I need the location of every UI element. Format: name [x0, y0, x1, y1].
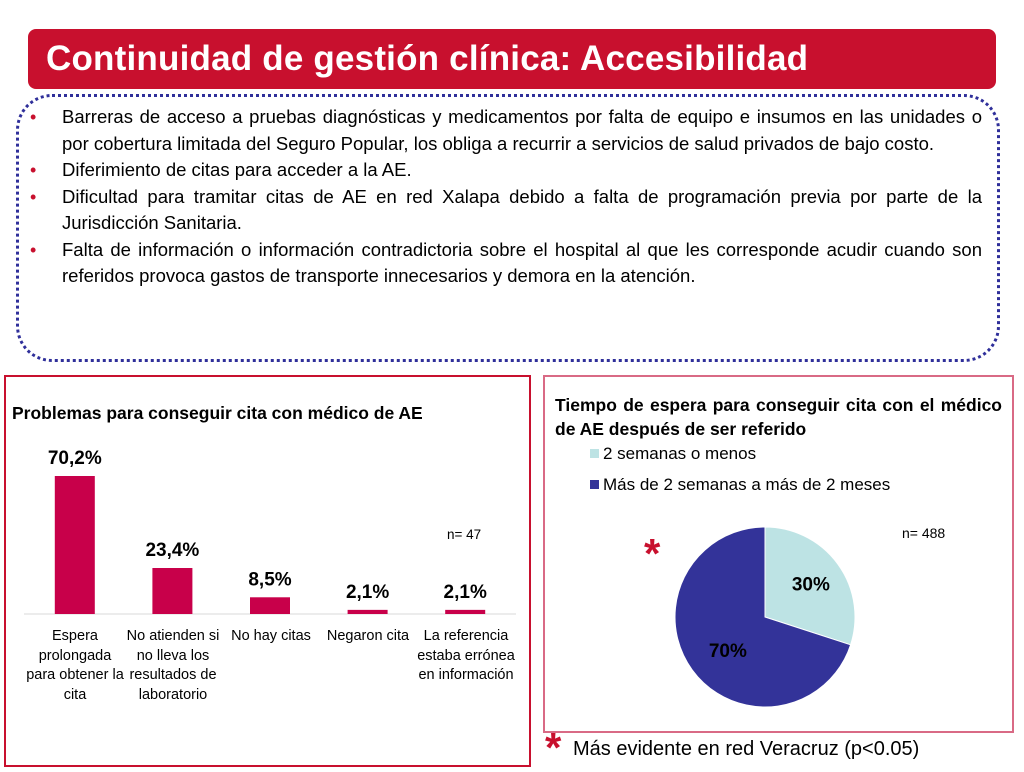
legend-item: 2 semanas o menos	[590, 444, 756, 464]
pie-chart-panel	[543, 375, 1014, 733]
bar-value-label: 2,1%	[346, 582, 389, 603]
bar	[152, 568, 193, 614]
bar	[347, 609, 388, 614]
bullet-item: • Diferimiento de citas para acceder a la…	[30, 157, 982, 184]
pie-sample-size: n= 488	[902, 525, 946, 541]
slide-title: Continuidad de gestión clínica: Accesibi…	[46, 39, 809, 78]
bar	[250, 597, 290, 614]
bullet-marker: •	[30, 239, 37, 260]
legend-item: Más de 2 semanas a más de 2 meses	[590, 475, 890, 495]
bullet-list: • Barreras de acceso a pruebas diagnóstic…	[30, 104, 982, 290]
bar	[445, 609, 486, 614]
bar-category-label: La referencia estaba errónea en informac…	[417, 628, 515, 683]
bullet-text: Diferimiento de citas para acceder a la …	[62, 159, 412, 180]
bar-category-label: No atienden si no lleva los resultados d…	[126, 628, 220, 703]
pie-value-label: 70%	[709, 641, 747, 662]
bullets-frame	[16, 94, 1000, 362]
bar-chart-panel	[4, 375, 531, 767]
significance-star: *	[644, 530, 661, 577]
bar	[54, 476, 95, 614]
legend-swatch	[590, 480, 599, 489]
bullet-text: Falta de información o información contr…	[62, 238, 982, 287]
title-bar: Continuidad de gestión clínica: Accesibi…	[28, 29, 996, 89]
bar-sample-size: n= 47	[447, 527, 482, 542]
bar-category-label: Negaron cita	[326, 628, 410, 644]
bullet-marker: •	[30, 160, 37, 180]
bar-value-label: 23,4%	[145, 540, 199, 561]
legend-swatch	[590, 449, 599, 458]
bar-value-label: 8,5%	[248, 569, 291, 590]
bullet-text: Barreras de acceso a pruebas diagnóstica…	[62, 106, 982, 154]
bullet-text: Dificultad para tramitar citas de AE en …	[62, 185, 982, 234]
pie-chart-title: Tiempo de espera para conseguir cita con…	[555, 395, 1002, 439]
pie-value-label: 30%	[792, 575, 830, 596]
bullet-item: • Barreras de acceso a pruebas diagnóstic…	[30, 104, 982, 157]
bullet-item: • Falta de información o información cont…	[30, 237, 982, 290]
bar-value-label: 2,1%	[444, 582, 487, 603]
bullet-marker: •	[30, 186, 37, 207]
footnote-text: Más evidente en red Veracruz (p<0.05)	[573, 738, 920, 760]
bullet-marker: •	[30, 107, 37, 127]
footnote-star: *	[545, 724, 562, 771]
legend-label: Más de 2 semanas a más de 2 meses	[603, 475, 891, 494]
legend-label: 2 semanas o menos	[603, 444, 757, 463]
bar-value-label: 70,2%	[48, 448, 102, 469]
bar-category-label: No hay citas	[231, 628, 311, 644]
pie-slice	[674, 526, 852, 708]
bar-chart-title: Problemas para conseguir cita con médico…	[12, 403, 423, 423]
pie-slice	[764, 526, 856, 646]
bullet-item: • Dificultad para tramitar citas de AE en…	[30, 184, 982, 237]
bar-category-label: Espera prolongada para obtener la cita	[26, 628, 124, 703]
